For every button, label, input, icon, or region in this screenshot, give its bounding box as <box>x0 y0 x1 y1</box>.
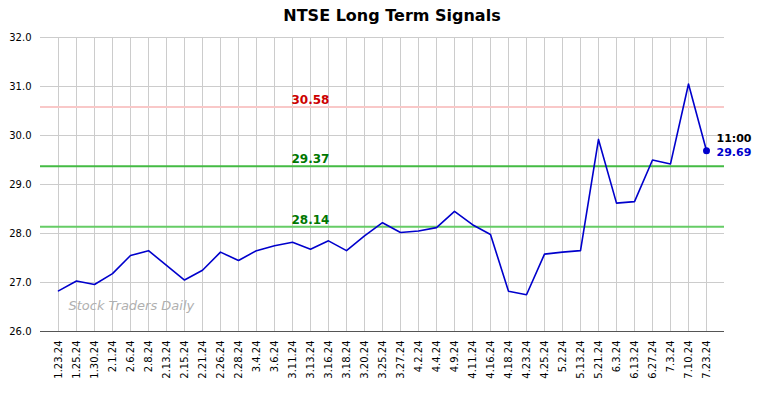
svg-text:5.21.24: 5.21.24 <box>593 341 604 379</box>
svg-text:4.4.24: 4.4.24 <box>431 341 442 373</box>
svg-text:4.23.24: 4.23.24 <box>521 341 532 379</box>
svg-text:3.11.24: 3.11.24 <box>287 341 298 379</box>
svg-text:5.2.24: 5.2.24 <box>557 341 568 373</box>
svg-text:Stock Traders Daily: Stock Traders Daily <box>69 298 195 313</box>
svg-text:2.26.24: 2.26.24 <box>215 341 226 379</box>
svg-text:2.28.24: 2.28.24 <box>233 341 244 379</box>
svg-text:29.37: 29.37 <box>292 152 330 166</box>
svg-text:4.2.24: 4.2.24 <box>413 341 424 373</box>
svg-text:7.10.24: 7.10.24 <box>683 341 694 379</box>
svg-text:1.23.24: 1.23.24 <box>53 341 64 379</box>
svg-text:26.0: 26.0 <box>9 326 31 337</box>
svg-text:6.27.24: 6.27.24 <box>647 341 658 379</box>
svg-text:4.16.24: 4.16.24 <box>485 341 496 379</box>
svg-text:3.20.24: 3.20.24 <box>359 341 370 379</box>
svg-text:4.25.24: 4.25.24 <box>539 341 550 379</box>
svg-text:1.30.24: 1.30.24 <box>89 341 100 379</box>
svg-text:2.1.24: 2.1.24 <box>107 341 118 373</box>
svg-text:27.0: 27.0 <box>9 277 31 288</box>
svg-text:2.21.24: 2.21.24 <box>197 341 208 379</box>
svg-text:3.4.24: 3.4.24 <box>251 341 262 373</box>
svg-text:3.27.24: 3.27.24 <box>395 341 406 379</box>
svg-text:31.0: 31.0 <box>9 81 31 92</box>
svg-text:30.58: 30.58 <box>292 93 330 107</box>
svg-text:6.3.24: 6.3.24 <box>611 341 622 373</box>
svg-text:2.8.24: 2.8.24 <box>143 341 154 373</box>
html-text:NTSE Long Term Signals: NTSE Long Term Signals <box>283 6 501 25</box>
svg-text:3.18.24: 3.18.24 <box>341 341 352 379</box>
svg-text:7.3.24: 7.3.24 <box>665 341 676 373</box>
svg-text:2.13.24: 2.13.24 <box>161 341 172 379</box>
svg-text:6.13.24: 6.13.24 <box>629 341 640 379</box>
svg-text:3.13.24: 3.13.24 <box>305 341 316 379</box>
svg-text:29.69: 29.69 <box>717 146 752 159</box>
svg-text:3.6.24: 3.6.24 <box>269 341 280 373</box>
svg-text:1.25.24: 1.25.24 <box>71 341 82 379</box>
svg-text:4.11.24: 4.11.24 <box>467 341 478 379</box>
svg-text:29.0: 29.0 <box>9 179 31 190</box>
svg-text:2.15.24: 2.15.24 <box>179 341 190 379</box>
svg-text:4.18.24: 4.18.24 <box>503 341 514 379</box>
svg-text:28.0: 28.0 <box>9 228 31 239</box>
svg-text:32.0: 32.0 <box>9 32 31 43</box>
svg-text:11:00: 11:00 <box>717 132 752 145</box>
svg-text:3.25.24: 3.25.24 <box>377 341 388 379</box>
svg-text:3.16.24: 3.16.24 <box>323 341 334 379</box>
svg-text:5.13.24: 5.13.24 <box>575 341 586 379</box>
svg-text:4.9.24: 4.9.24 <box>449 341 460 373</box>
svg-text:2.6.24: 2.6.24 <box>125 341 136 373</box>
svg-text:30.0: 30.0 <box>9 130 31 141</box>
svg-text:28.14: 28.14 <box>292 213 330 227</box>
svg-text:7.23.24: 7.23.24 <box>701 341 712 379</box>
